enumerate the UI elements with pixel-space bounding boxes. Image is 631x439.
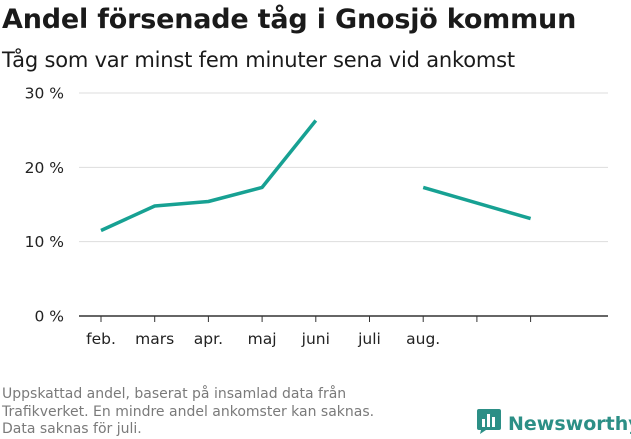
footnote-line-1: Uppskattad andel, baserat på insamlad da… bbox=[2, 386, 347, 402]
footnote-line-2: Trafikverket. En mindre andel ankomster … bbox=[2, 403, 375, 420]
x-tick-label: feb. bbox=[86, 330, 116, 348]
series-line-segment-1 bbox=[100, 119, 318, 233]
newsworthy-logo-icon bbox=[476, 408, 502, 439]
line-chart: 0 % 10 % 20 % 30 % feb. mars apr. maj juni juli a… bbox=[25, 85, 608, 348]
x-tick-label: mars bbox=[135, 330, 174, 348]
brand-logo: Newsworthy bbox=[476, 408, 631, 439]
chart-subtitle: Tåg som var minst fem minuter sena vid a… bbox=[2, 48, 515, 72]
x-tick-label: aug. bbox=[406, 330, 440, 348]
x-tick-label: juni bbox=[301, 330, 330, 348]
gridlines bbox=[79, 92, 608, 243]
x-tick-label: juli bbox=[357, 330, 381, 348]
footnote-line-3: Data saknas för juli. bbox=[2, 421, 142, 437]
x-tick-label: maj bbox=[248, 330, 277, 348]
series-lines bbox=[100, 119, 532, 233]
x-tick-label: apr. bbox=[194, 330, 223, 348]
y-tick-label: 20 % bbox=[25, 159, 64, 177]
footnote: Uppskattad andel, baserat på insamlad da… bbox=[2, 386, 374, 439]
y-tick-label: 10 % bbox=[25, 233, 64, 251]
x-axis: feb. mars apr. maj juni juli aug. bbox=[79, 315, 608, 348]
y-tick-label: 30 % bbox=[25, 85, 64, 103]
chart-title: Andel försenade tåg i Gnosjö kommun bbox=[2, 4, 577, 35]
series-line-segment-2 bbox=[422, 185, 532, 221]
y-tick-label: 0 % bbox=[34, 308, 64, 326]
y-axis-ticks: 0 % 10 % 20 % 30 % bbox=[25, 85, 64, 326]
brand-name: Newsworthy bbox=[508, 412, 631, 435]
